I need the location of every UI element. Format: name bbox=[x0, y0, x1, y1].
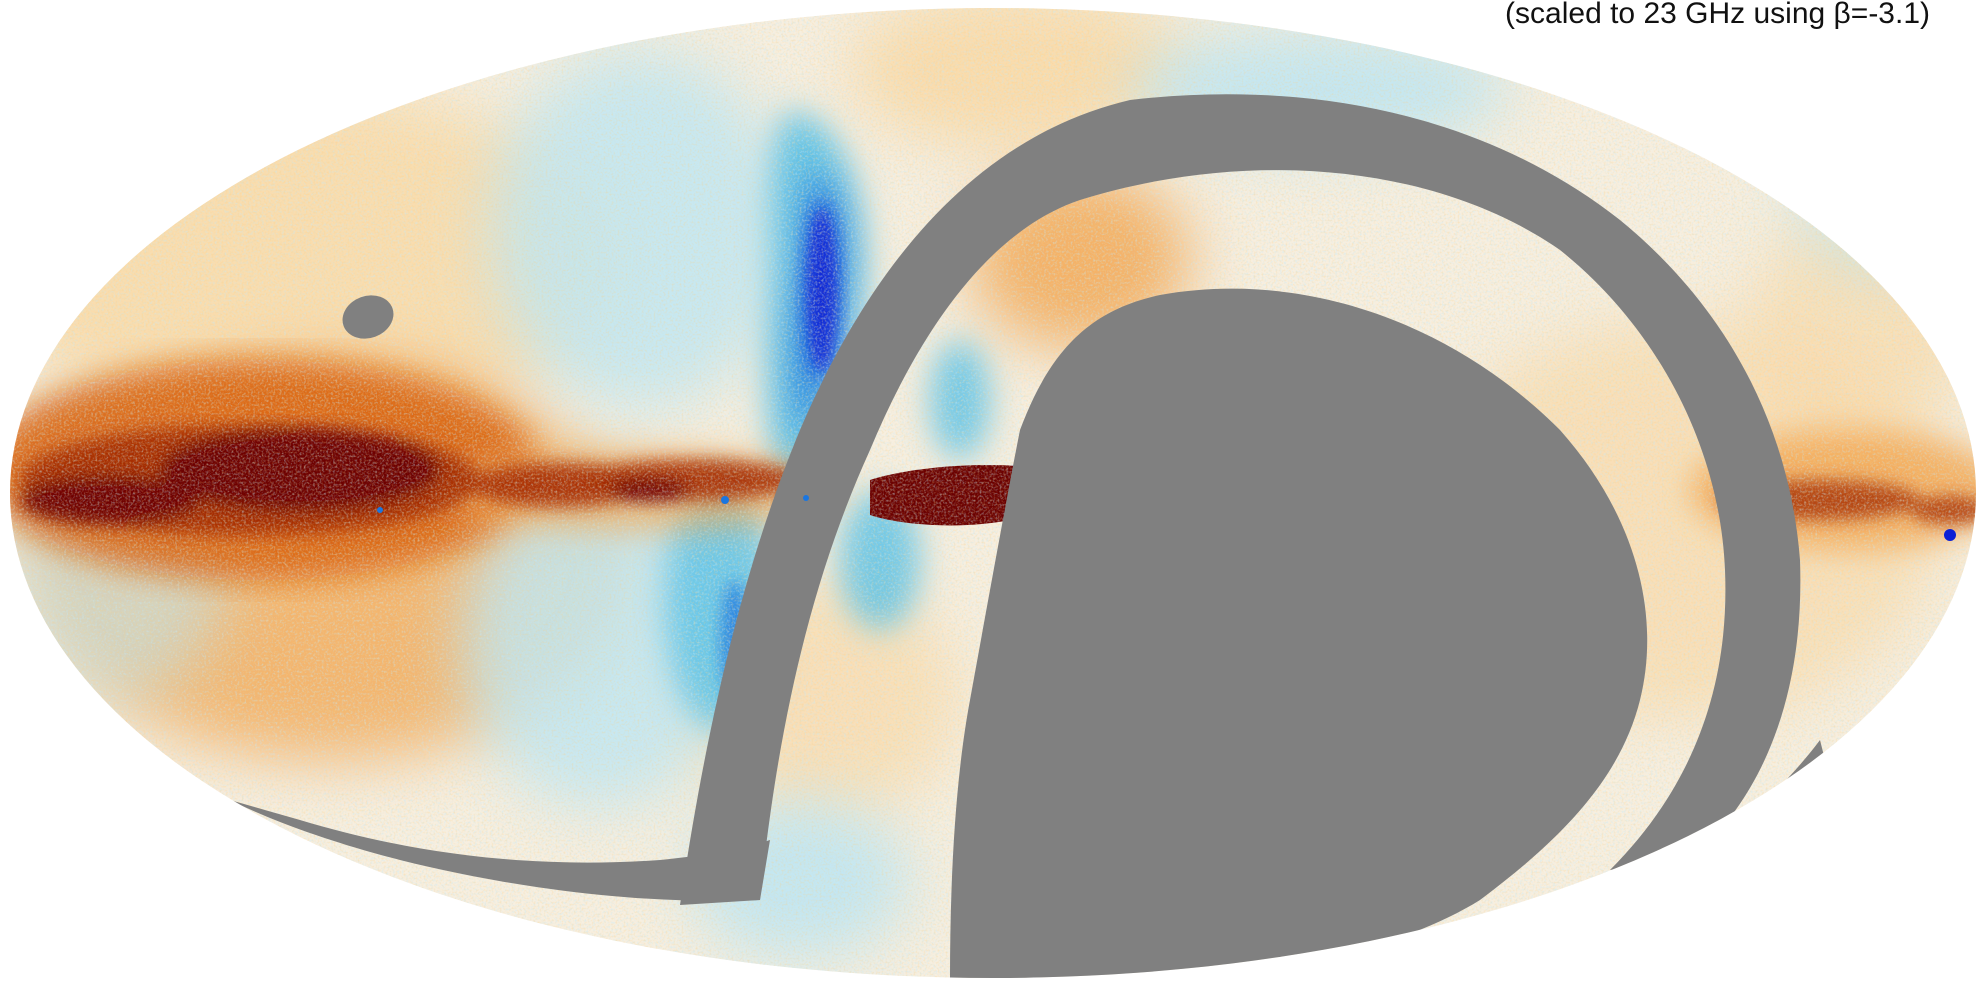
point-sources bbox=[377, 495, 1956, 541]
map-caption: (scaled to 23 GHz using β=-3.1) bbox=[1505, 0, 1930, 30]
lower-left-band-mask bbox=[230, 800, 770, 901]
point-source-mask bbox=[342, 295, 394, 339]
outer-crescent-mask bbox=[680, 94, 1801, 905]
central-mask bbox=[950, 288, 1648, 978]
